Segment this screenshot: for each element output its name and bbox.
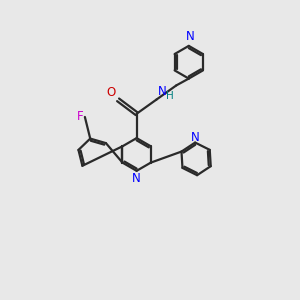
Text: N: N (132, 172, 141, 185)
Text: O: O (106, 85, 116, 99)
Text: N: N (190, 131, 199, 144)
Text: H: H (166, 91, 174, 101)
Text: N: N (186, 30, 195, 43)
Text: F: F (76, 110, 83, 124)
Text: N: N (158, 85, 167, 98)
